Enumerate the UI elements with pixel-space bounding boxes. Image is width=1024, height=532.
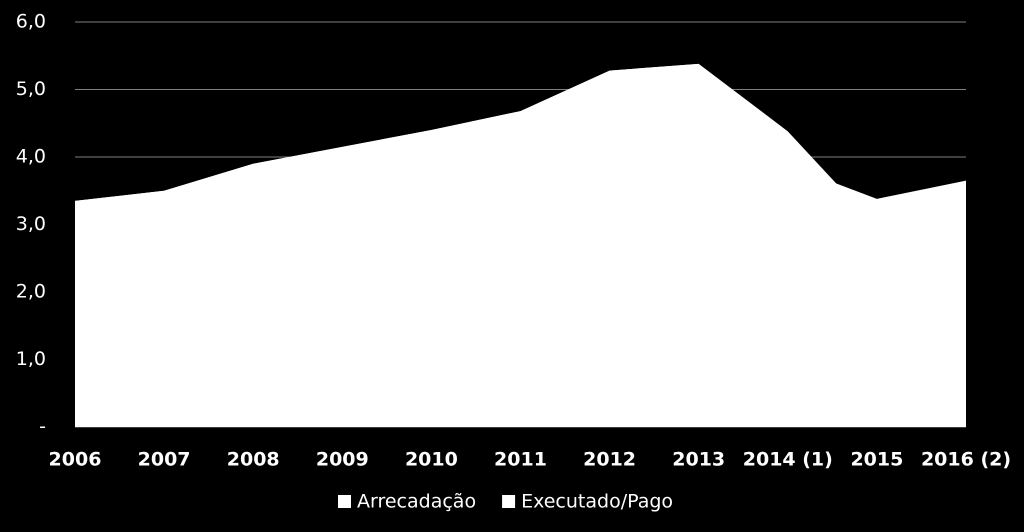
y-tick-label: 6,0	[16, 11, 46, 33]
legend-swatch	[502, 495, 516, 508]
x-tick-label: 2015	[850, 449, 903, 471]
y-tick-label: 5,0	[16, 78, 46, 100]
y-tick-label: 2,0	[16, 281, 46, 303]
y-tick-label: -	[39, 416, 46, 438]
y-tick-label: 4,0	[16, 146, 46, 168]
x-tick-label: 2012	[583, 449, 636, 471]
x-tick-label: 2013	[672, 449, 725, 471]
legend-label: Executado/Pago	[521, 491, 673, 513]
area	[75, 63, 966, 427]
x-tick-label: 2009	[316, 449, 369, 471]
y-tick-label: 3,0	[16, 213, 46, 235]
x-tick-label: 2014 (1)	[743, 449, 833, 471]
x-tick-label: 2008	[227, 449, 280, 471]
x-tick-label: 2007	[138, 449, 191, 471]
legend-label: Arrecadação	[357, 491, 476, 513]
x-tick-label: 2011	[494, 449, 547, 471]
x-tick-label: 2016 (2)	[921, 449, 1011, 471]
y-tick-label: 1,0	[16, 348, 46, 370]
legend-swatch	[338, 495, 351, 508]
x-tick-label: 2006	[49, 449, 102, 471]
x-tick-label: 2010	[405, 449, 458, 471]
